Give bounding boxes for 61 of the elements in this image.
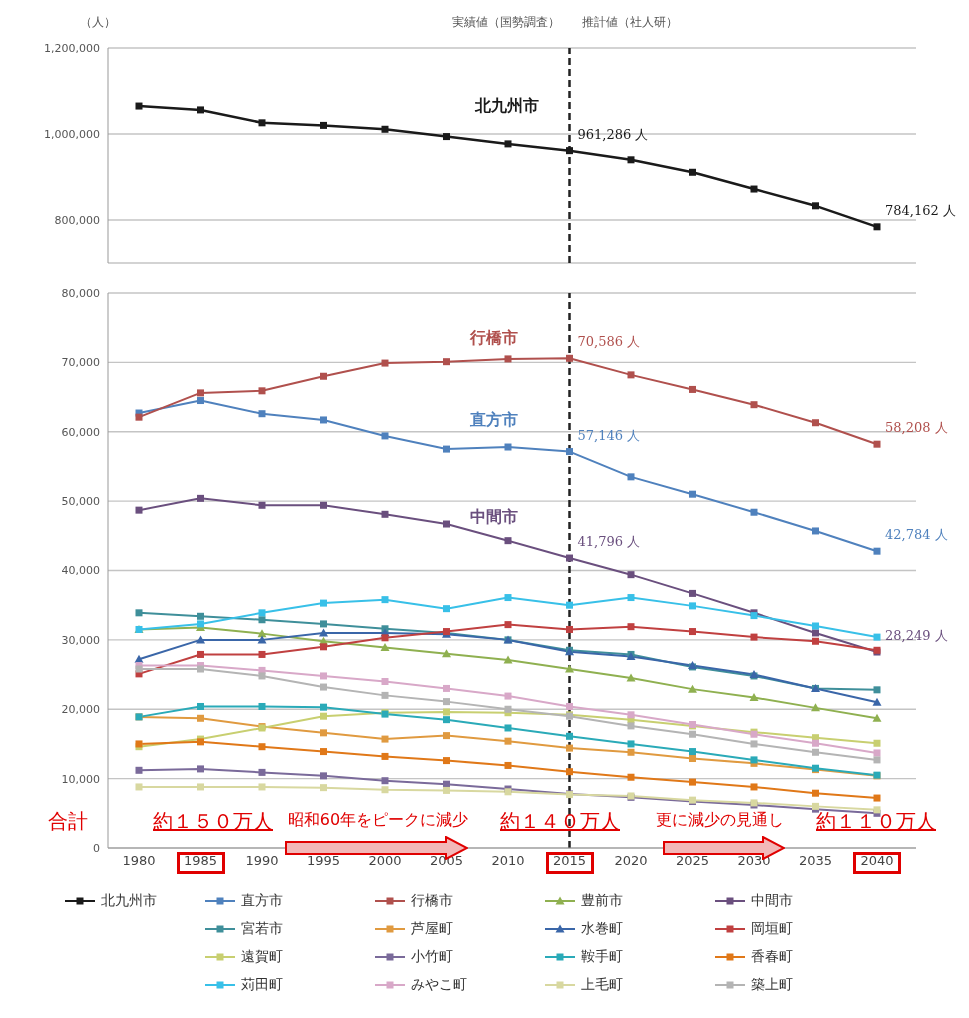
x-tick-label: 1995 [306, 853, 341, 869]
y-tick-label: 40,000 [61, 564, 100, 578]
legend-label: 宮若市 [241, 920, 283, 938]
text: 推計値（社人研） [581, 14, 678, 31]
annotation: 約１４０万人 [500, 808, 620, 835]
legend-label: 築上町 [751, 976, 793, 994]
y-tick-label: 60,000 [61, 425, 100, 439]
annotation: 約１５０万人 [153, 808, 273, 835]
y-tick-label: 1,200,000 [44, 41, 100, 55]
x-tick-label: 2025 [675, 853, 710, 869]
legend-label: 北九州市 [101, 892, 157, 910]
legend-label: 芦屋町 [411, 920, 453, 938]
legend-label: 鞍手町 [581, 948, 623, 966]
annotation: 約１１０万人 [816, 808, 936, 835]
legend-label: 香春町 [751, 948, 793, 966]
annotation: 直方市 [470, 409, 518, 431]
x-tick-label: 2000 [368, 853, 402, 869]
annotation: 行橋市 [470, 327, 518, 349]
x-tick-label: 2035 [798, 853, 833, 869]
legend-label: 行橋市 [411, 892, 453, 910]
x-tick-label: 2010 [491, 853, 525, 869]
legend-label: 岡垣町 [751, 920, 793, 938]
y-axis-title: （人） [80, 14, 116, 31]
y-tick-label: 800,000 [54, 213, 100, 227]
annotation: 昭和60年をピークに減少 [287, 810, 469, 831]
x-tick-label: 2040 [860, 853, 894, 869]
y-tick-label: 50,000 [61, 495, 100, 509]
legend-label: 豊前市 [581, 892, 623, 910]
legend-label: 小竹町 [411, 948, 453, 966]
legend-label: 直方市 [241, 892, 283, 910]
data-label: 57,146 人 [577, 427, 641, 443]
x-tick-label: 1985 [183, 853, 218, 869]
text: 合計 [48, 808, 88, 835]
legend-label: みやこ町 [411, 976, 467, 994]
y-tick-label: 0 [93, 841, 100, 855]
y-tick-label: 10,000 [61, 772, 100, 786]
x-tick-label: 2020 [614, 853, 648, 869]
y-tick-label: 20,000 [61, 703, 100, 717]
data-label: 28,249 人 [885, 628, 948, 644]
legend-label: 遠賀町 [241, 948, 283, 966]
y-tick-label: 80,000 [61, 286, 100, 300]
data-label: 961,286 人 [577, 126, 649, 142]
data-label: 70,586 人 [577, 334, 641, 350]
data-label: 58,208 人 [885, 420, 948, 436]
y-tick-label: 1,000,000 [44, 127, 100, 141]
y-tick-label: 70,000 [61, 356, 100, 370]
legend-label: 苅田町 [241, 976, 283, 994]
annotation: 更に減少の見通し [656, 810, 784, 831]
x-tick-label: 2015 [552, 853, 587, 869]
data-label: 784,162 人 [885, 202, 956, 218]
legend-label: 中間市 [751, 892, 793, 910]
legend-label: 上毛町 [581, 976, 623, 994]
data-label: 42,784 人 [885, 527, 948, 543]
legend-label: 水巻町 [581, 920, 623, 938]
annotation: 中間市 [470, 506, 518, 528]
y-tick-label: 30,000 [61, 633, 100, 647]
x-tick-label: 1990 [245, 853, 279, 869]
data-label: 41,796 人 [577, 534, 641, 550]
text: 実績値（国勢調査） [451, 14, 560, 31]
x-tick-label: 1980 [122, 853, 156, 869]
annotation: 北九州市 [475, 95, 539, 117]
